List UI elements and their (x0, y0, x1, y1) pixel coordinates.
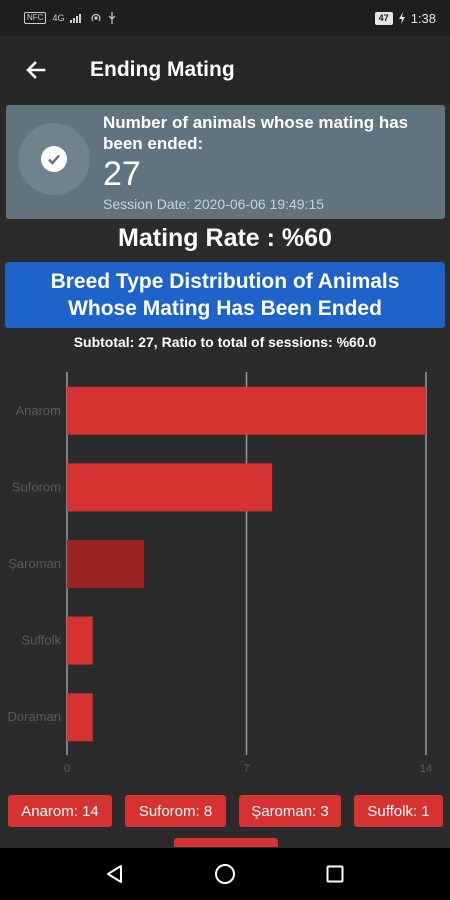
status-left-icons: NFC 4G (24, 12, 116, 24)
legend-chip[interactable]: Suforom: 8 (125, 795, 226, 827)
y-category-label: Doraman (8, 709, 61, 724)
bar-doraman (67, 693, 93, 742)
bar-suffolk (67, 616, 93, 665)
nav-back-button[interactable] (95, 854, 135, 894)
bar-anarom (67, 386, 426, 435)
app-bar: Ending Mating (0, 36, 450, 104)
legend-chip[interactable]: Doraman: 1 (174, 838, 278, 847)
nfc-icon: NFC (24, 12, 47, 24)
x-tick-label: 0 (64, 763, 70, 775)
nav-home-button[interactable] (205, 854, 245, 894)
circle-home-icon (215, 864, 235, 884)
back-button[interactable] (10, 44, 62, 96)
triangle-back-icon (107, 865, 122, 883)
distribution-title-line1: Breed Type Distribution of Animals (50, 270, 400, 293)
legend-chip[interactable]: Anarom: 14 (8, 795, 112, 827)
session-date: Session Date: 2020-06-06 19:49:15 (103, 196, 325, 212)
legend-chips: Anarom: 14 Suforom: 8 Şaroman: 3 Suffolk: 1… (0, 795, 450, 847)
signal-icon (70, 14, 82, 23)
bar-suforom (67, 463, 273, 512)
usb-icon (109, 12, 116, 24)
x-tick-label: 14 (420, 763, 432, 775)
nav-recents-button[interactable] (315, 854, 355, 894)
bar-şaroman (67, 540, 144, 588)
summary-label: Number of animals whose mating has been … (103, 113, 409, 153)
battery-icon: 47 (374, 11, 393, 25)
summary-card: Number of animals whose mating has been … (6, 105, 445, 219)
status-right-icons: 47 1:38 (374, 10, 436, 26)
subtotal-text: Subtotal: 27, Ratio to total of sessions… (73, 334, 377, 350)
distribution-title-line2: Whose Mating Has Been Ended (68, 297, 382, 320)
x-tick-label: 7 (243, 763, 249, 775)
chart-svg: 0 7 14 Anarom Suforom Şaroman Suffolk Doraman (8, 372, 432, 775)
clock: 1:38 (410, 10, 436, 26)
page-title: Ending Mating (90, 58, 235, 81)
y-category-label: Anarom (15, 403, 61, 418)
breed-bar-chart[interactable]: 0 7 14 Anarom Suforom Şaroman Suffolk Doraman (0, 360, 450, 780)
summary-count: 27 (103, 155, 141, 193)
back-arrow-icon (26, 61, 46, 79)
check-icon (41, 146, 67, 172)
status-bar: NFC 4G 47 1:38 (0, 0, 450, 36)
legend-chip[interactable]: Şaroman: 3 (239, 795, 341, 827)
y-category-label: Suffolk (21, 633, 61, 648)
y-category-label: Şaroman (8, 556, 61, 571)
mating-rate: Mating Rate : %60 (118, 224, 332, 252)
hotspot-icon (91, 13, 102, 22)
charging-icon (398, 12, 405, 24)
square-recents-icon (326, 865, 344, 883)
distribution-title-banner: Breed Type Distribution of Animals Whose… (5, 262, 445, 328)
check-badge (18, 123, 90, 195)
system-nav-bar (0, 848, 450, 900)
legend-chip[interactable]: Suffolk: 1 (354, 795, 443, 827)
network-type-icon: 4G (52, 13, 65, 23)
y-category-label: Suforom (12, 479, 61, 494)
